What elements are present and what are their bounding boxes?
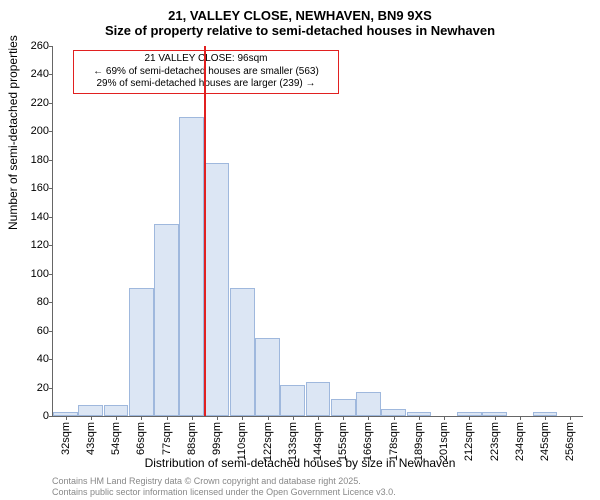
x-axis-label: Distribution of semi-detached houses by … [0, 456, 600, 470]
y-tick-mark [49, 46, 53, 47]
y-tick-mark [49, 388, 53, 389]
y-tick-mark [49, 416, 53, 417]
histogram-bar [381, 409, 406, 416]
x-tick-mark [318, 416, 319, 420]
x-tick-mark [141, 416, 142, 420]
x-tick-mark [91, 416, 92, 420]
x-tick-mark [242, 416, 243, 420]
annotation-box: 21 VALLEY CLOSE: 96sqm ← 69% of semi-det… [73, 50, 339, 94]
x-tick-mark [394, 416, 395, 420]
y-axis-label: Number of semi-detached properties [6, 35, 20, 230]
x-tick-mark [570, 416, 571, 420]
y-tick-mark [49, 160, 53, 161]
histogram-bar [331, 399, 356, 416]
y-tick-mark [49, 217, 53, 218]
histogram-bar [179, 117, 204, 416]
y-tick-mark [49, 331, 53, 332]
reference-line [204, 46, 206, 416]
y-tick-mark [49, 103, 53, 104]
x-tick-mark [116, 416, 117, 420]
histogram-bar [205, 163, 230, 416]
histogram-bar [306, 382, 331, 416]
histogram-bar [129, 288, 154, 416]
x-tick-mark [192, 416, 193, 420]
x-tick-mark [419, 416, 420, 420]
y-tick-mark [49, 245, 53, 246]
x-tick-label: 54sqm [110, 422, 122, 455]
x-tick-mark [469, 416, 470, 420]
x-tick-mark [217, 416, 218, 420]
x-tick-mark [520, 416, 521, 420]
x-tick-label: 88sqm [186, 422, 198, 455]
x-tick-mark [66, 416, 67, 420]
x-tick-label: 99sqm [211, 422, 223, 455]
annotation-line1: 21 VALLEY CLOSE: 96sqm [78, 53, 334, 66]
x-tick-mark [343, 416, 344, 420]
histogram-bar [104, 405, 129, 416]
x-tick-label: 66sqm [135, 422, 147, 455]
x-tick-mark [167, 416, 168, 420]
x-tick-mark [545, 416, 546, 420]
chart-title-sub: Size of property relative to semi-detach… [0, 23, 600, 42]
y-tick-mark [49, 274, 53, 275]
x-tick-mark [293, 416, 294, 420]
histogram-bar [255, 338, 280, 416]
y-tick-mark [49, 188, 53, 189]
chart-title-main: 21, VALLEY CLOSE, NEWHAVEN, BN9 9XS [0, 0, 600, 23]
footer-attribution: Contains HM Land Registry data © Crown c… [52, 476, 396, 498]
x-tick-label: 77sqm [161, 422, 173, 455]
footer-line1: Contains HM Land Registry data © Crown c… [52, 476, 396, 487]
histogram-bar [154, 224, 179, 416]
histogram-bar [230, 288, 255, 416]
x-tick-mark [368, 416, 369, 420]
x-tick-label: 110sqm [236, 422, 248, 460]
x-tick-mark [268, 416, 269, 420]
y-tick-mark [49, 359, 53, 360]
y-tick-mark [49, 131, 53, 132]
annotation-line3: 29% of semi-detached houses are larger (… [78, 78, 334, 91]
x-tick-mark [495, 416, 496, 420]
footer-line2: Contains public sector information licen… [52, 487, 396, 498]
histogram-bar [356, 392, 381, 416]
x-tick-label: 32sqm [60, 422, 72, 455]
histogram-bar [280, 385, 305, 416]
x-tick-label: 43sqm [85, 422, 97, 455]
x-tick-mark [444, 416, 445, 420]
y-tick-mark [49, 302, 53, 303]
annotation-line2: ← 69% of semi-detached houses are smalle… [78, 66, 334, 79]
plot-area: 21 VALLEY CLOSE: 96sqm ← 69% of semi-det… [52, 46, 583, 417]
chart-container: 21, VALLEY CLOSE, NEWHAVEN, BN9 9XS Size… [0, 0, 600, 500]
histogram-bar [78, 405, 103, 416]
y-tick-mark [49, 74, 53, 75]
